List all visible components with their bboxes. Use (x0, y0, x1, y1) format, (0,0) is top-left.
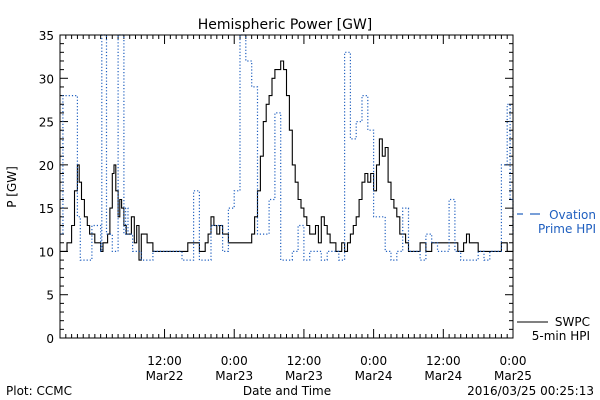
x-tick-label-date: Mar22 (146, 369, 184, 383)
series-swpc-line (60, 60, 514, 261)
x-tick-label-time: 12:00 (147, 354, 182, 368)
x-tick-label-date: Mar24 (355, 369, 393, 383)
y-tick-label: 0 (46, 332, 54, 346)
x-tick-label-time: 0:00 (360, 354, 387, 368)
x-tick-label-time: 0:00 (500, 354, 527, 368)
y-tick-label: 35 (39, 29, 54, 43)
x-axis-label: Date and Time (243, 384, 331, 398)
legend-ovation-line2: Prime HPI (538, 222, 596, 236)
legend-ovation: Ovation Prime HPI (517, 208, 596, 236)
x-tick-label-date: Mar23 (285, 369, 323, 383)
x-tick-label-date: Mar24 (424, 369, 462, 383)
y-tick-label: 5 (46, 289, 54, 303)
legend-ovation-line1: Ovation (549, 208, 596, 222)
legend-swpc-line1: SWPC (555, 315, 590, 329)
x-tick-label-time: 12:00 (426, 354, 461, 368)
footer-timestamp: 2016/03/25 00:25:13 (467, 384, 594, 398)
x-tick-label-date: Mar25 (494, 369, 532, 383)
y-axis-label: P [GW] (5, 166, 19, 208)
y-tick-label: 10 (39, 245, 54, 259)
x-tick-label-date: Mar23 (215, 369, 253, 383)
plot-frame (59, 34, 514, 339)
legend-swpc: SWPC 5-min HPI (517, 315, 590, 343)
y-tick-label: 15 (39, 202, 54, 216)
footer-plot-credit: Plot: CCMC (6, 384, 72, 398)
x-tick-label-time: 12:00 (287, 354, 322, 368)
chart-title: Hemispheric Power [GW] (198, 17, 373, 33)
y-tick-label: 20 (39, 159, 54, 173)
series-ovation-line (60, 34, 514, 261)
legend-swpc-line2: 5-min HPI (532, 329, 590, 343)
x-tick-label-time: 0:00 (221, 354, 248, 368)
y-tick-label: 30 (39, 72, 54, 86)
y-tick-label: 25 (39, 116, 54, 130)
